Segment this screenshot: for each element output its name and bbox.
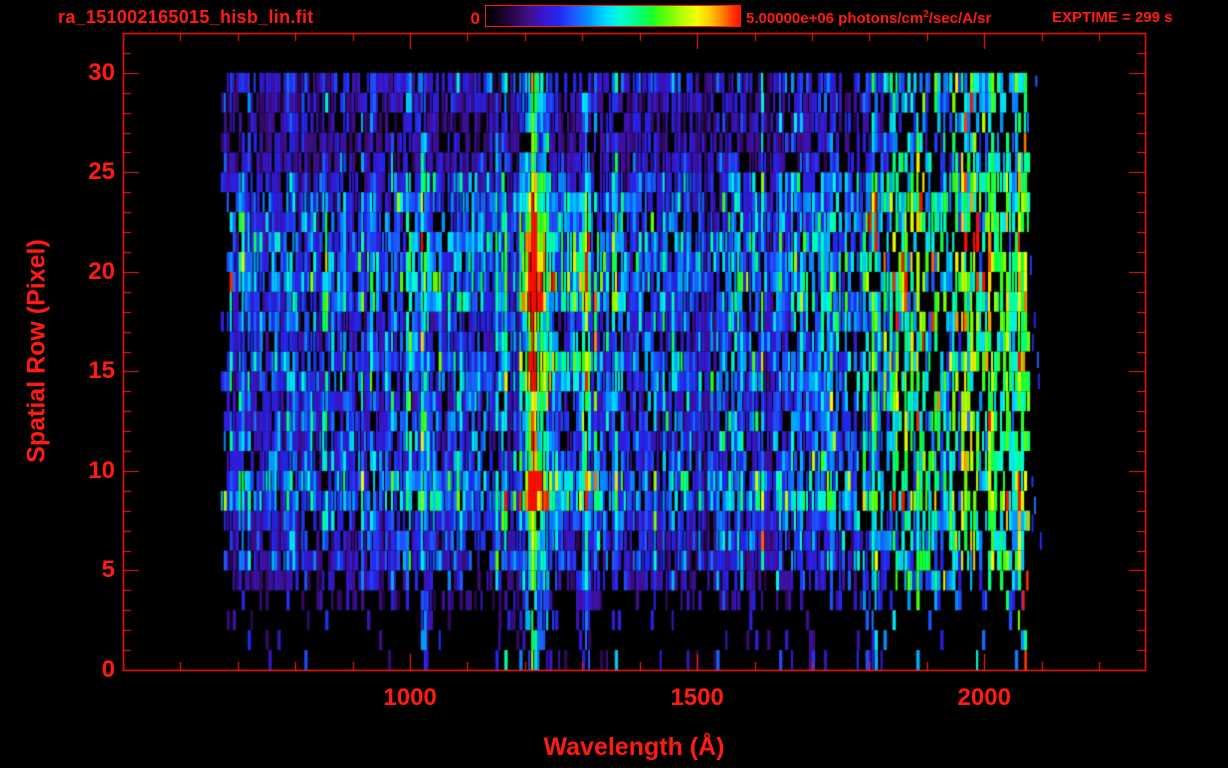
colorbar-max-prefix: 5.00000e+06 photons/cm xyxy=(746,10,924,27)
superscript-2: 2 xyxy=(923,9,929,20)
x-axis-title: Wavelength (Å) xyxy=(543,733,725,761)
y-tick-label: 30 xyxy=(88,58,115,86)
file-title: ra_151002165015_hisb_lin.fit xyxy=(58,7,314,27)
colorbar-max-suffix: /sec/A/sr xyxy=(928,10,992,27)
y-tick-label: 5 xyxy=(101,556,115,584)
colorbar-max-label: 5.00000e+06 photons/cm2/sec/A/sr xyxy=(746,9,991,27)
y-tick-label: 25 xyxy=(88,158,115,186)
x-tick-label: 1500 xyxy=(670,684,724,711)
y-tick-label: 15 xyxy=(88,357,115,385)
y-tick-label: 20 xyxy=(88,257,115,285)
colorbar-min-label: 0 xyxy=(470,9,480,28)
x-tick-label: 2000 xyxy=(957,684,1011,711)
x-tick-label: 1000 xyxy=(383,684,437,711)
colorbar xyxy=(485,5,741,27)
y-tick-label: 10 xyxy=(88,456,115,484)
y-tick-label: 0 xyxy=(101,656,115,683)
exptime-label: EXPTIME = 299 s xyxy=(1052,9,1173,26)
